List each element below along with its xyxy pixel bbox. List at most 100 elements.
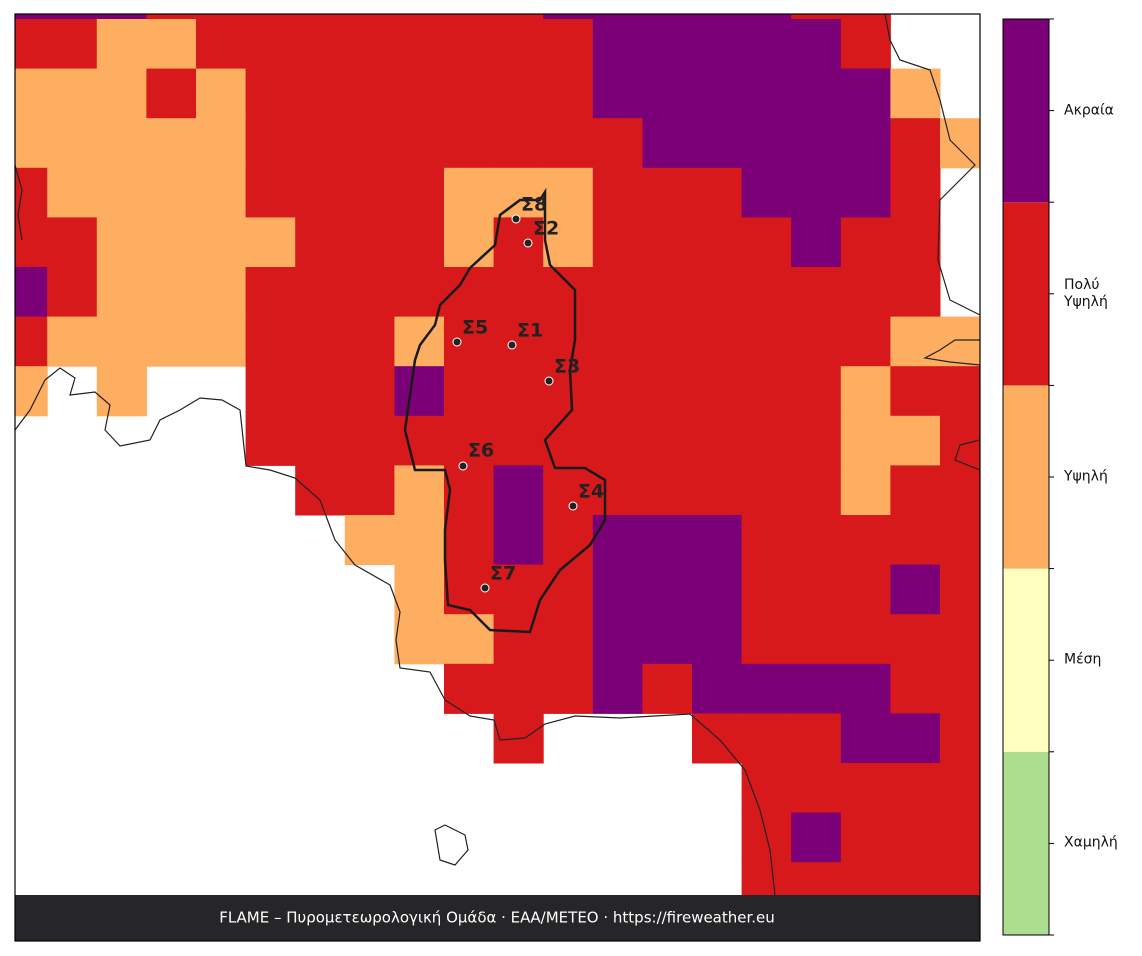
grid-cell	[96, 68, 147, 119]
grid-cell	[493, 217, 544, 268]
grid-cell	[692, 515, 743, 566]
grid-cell	[840, 14, 891, 20]
grid-cell	[543, 316, 594, 367]
grid-cell	[245, 366, 296, 417]
grid-cell	[543, 564, 594, 615]
grid-cell	[791, 564, 842, 615]
grid-cell	[15, 217, 48, 268]
grid-cell	[741, 415, 792, 466]
grid-cell	[394, 366, 445, 417]
grid-cell	[940, 614, 980, 665]
grid-cell	[642, 217, 693, 268]
grid-cell	[791, 812, 842, 863]
grid-cell	[146, 267, 197, 318]
grid-cell	[493, 267, 544, 318]
grid-cell	[642, 267, 693, 318]
grid-cell	[543, 515, 594, 566]
grid-cell	[444, 68, 495, 119]
grid-cell	[692, 267, 743, 318]
grid-cell	[146, 19, 197, 70]
grid-cell	[245, 217, 296, 268]
station-dot	[458, 461, 468, 471]
grid-cell	[394, 267, 445, 318]
grid-cell	[741, 862, 792, 895]
grid-cell	[741, 14, 792, 20]
grid-cell	[741, 465, 792, 516]
station-label: Σ8	[521, 194, 547, 216]
colorbar-label: Χαμηλή	[1064, 834, 1118, 851]
grid-cell	[840, 862, 891, 895]
grid-cell	[543, 465, 594, 516]
grid-cell	[196, 14, 247, 20]
footer-bar	[15, 895, 980, 941]
station-dot	[511, 214, 521, 224]
grid-cell	[47, 118, 98, 169]
grid-cell	[791, 663, 842, 714]
grid-cell	[692, 167, 743, 218]
grid-cell	[741, 267, 792, 318]
grid-cell	[543, 267, 594, 318]
grid-cell	[196, 167, 247, 218]
grid-cell	[642, 68, 693, 119]
grid-cell	[840, 19, 891, 70]
colorbar-frame	[1002, 18, 1050, 936]
grid-cell	[344, 366, 395, 417]
grid-cell	[196, 118, 247, 169]
grid-cell	[741, 217, 792, 268]
grid-cell	[295, 68, 346, 119]
grid-cell	[493, 614, 544, 665]
station-label: Σ7	[490, 563, 516, 585]
grid-cell	[592, 564, 643, 615]
grid-cell	[344, 68, 395, 119]
grid-cell	[592, 19, 643, 70]
grid	[15, 14, 980, 895]
grid-cell	[47, 68, 98, 119]
grid-cell	[592, 217, 643, 268]
grid-cell	[592, 14, 643, 20]
grid-cell	[295, 415, 346, 466]
grid-cell	[592, 663, 643, 714]
grid-cell	[295, 267, 346, 318]
grid-cell	[444, 316, 495, 367]
grid-cell	[840, 316, 891, 367]
grid-cell	[344, 167, 395, 218]
colorbar-label: Πολύ Υψηλή	[1064, 276, 1108, 310]
grid-cell	[940, 812, 980, 863]
grid-cell	[394, 465, 445, 516]
grid-cell	[543, 217, 594, 268]
grid-cell	[394, 415, 445, 466]
grid-cell	[146, 68, 197, 119]
station-label: Σ3	[554, 356, 580, 378]
grid-cell	[592, 415, 643, 466]
grid-cell	[642, 316, 693, 367]
station-label: Σ2	[533, 218, 559, 240]
grid-cell	[890, 415, 941, 466]
grid-cell	[47, 267, 98, 318]
grid-cell	[840, 763, 891, 814]
grid-cell	[642, 564, 693, 615]
grid-cell	[493, 663, 544, 714]
grid-cell	[890, 614, 941, 665]
grid-cell	[15, 14, 48, 20]
grid-cell	[791, 217, 842, 268]
grid-cell	[642, 415, 693, 466]
grid-cell	[245, 19, 296, 70]
grid-cell	[741, 763, 792, 814]
grid-cell	[245, 167, 296, 218]
grid-cell	[791, 19, 842, 70]
grid-cell	[840, 68, 891, 119]
grid-cell	[791, 267, 842, 318]
grid-cell	[47, 316, 98, 367]
grid-cell	[890, 763, 941, 814]
grid-cell	[96, 14, 147, 20]
grid-cell	[741, 366, 792, 417]
grid-cell	[890, 316, 941, 367]
grid-cell	[543, 663, 594, 714]
grid-cell	[741, 167, 792, 218]
grid-cell	[444, 14, 495, 20]
grid-cell	[592, 167, 643, 218]
grid-cell	[791, 763, 842, 814]
grid-cell	[940, 118, 980, 169]
station-dot	[568, 501, 578, 511]
colorbar-label: Υψηλή	[1064, 468, 1108, 485]
